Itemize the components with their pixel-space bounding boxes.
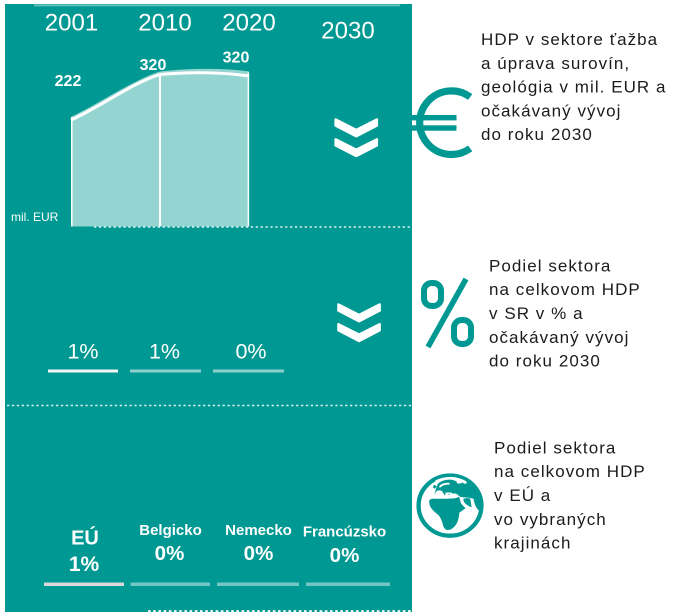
svg-text:v EÚ a: v EÚ a	[494, 486, 551, 505]
svg-text:HDP v sektore ťažba: HDP v sektore ťažba	[481, 30, 658, 49]
svg-text:vo vybraných: vo vybraných	[494, 510, 607, 529]
svg-text:Podiel sektora: Podiel sektora	[494, 438, 616, 457]
svg-text:Nemecko: Nemecko	[225, 522, 292, 539]
svg-text:0%: 0%	[244, 542, 274, 565]
svg-text:očakávaný vývoj: očakávaný vývoj	[489, 328, 629, 347]
svg-text:mil. EUR: mil. EUR	[11, 210, 59, 224]
svg-text:2010: 2010	[138, 10, 191, 37]
svg-text:Belgicko: Belgicko	[139, 522, 202, 539]
svg-text:1%: 1%	[149, 340, 180, 364]
svg-text:222: 222	[55, 73, 82, 90]
svg-text:a úprava surovín,: a úprava surovín,	[481, 54, 630, 73]
svg-text:2020: 2020	[222, 10, 275, 37]
svg-text:do roku 2030: do roku 2030	[489, 352, 601, 371]
svg-text:0%: 0%	[235, 340, 266, 364]
svg-text:0%: 0%	[330, 544, 360, 567]
svg-text:krajinách: krajinách	[494, 534, 571, 553]
svg-text:na celkovom HDP: na celkovom HDP	[494, 462, 646, 481]
svg-text:2030: 2030	[321, 18, 374, 45]
svg-text:v SR v % a: v SR v % a	[489, 304, 584, 323]
svg-text:1%: 1%	[67, 340, 98, 364]
svg-text:0%: 0%	[155, 542, 185, 565]
svg-text:na celkovom HDP: na celkovom HDP	[489, 280, 641, 299]
svg-text:2001: 2001	[45, 10, 98, 37]
svg-text:320: 320	[223, 50, 250, 67]
svg-text:do roku 2030: do roku 2030	[481, 125, 593, 144]
svg-text:Podiel sektora: Podiel sektora	[489, 256, 611, 275]
svg-text:geológia v mil. EUR a: geológia v mil. EUR a	[481, 78, 667, 97]
svg-text:EÚ: EÚ	[71, 526, 99, 550]
svg-text:1%: 1%	[69, 553, 100, 576]
svg-text:320: 320	[140, 57, 167, 74]
svg-text:očakávaný vývoj: očakávaný vývoj	[481, 101, 621, 120]
svg-text:Francúzsko: Francúzsko	[303, 524, 386, 541]
